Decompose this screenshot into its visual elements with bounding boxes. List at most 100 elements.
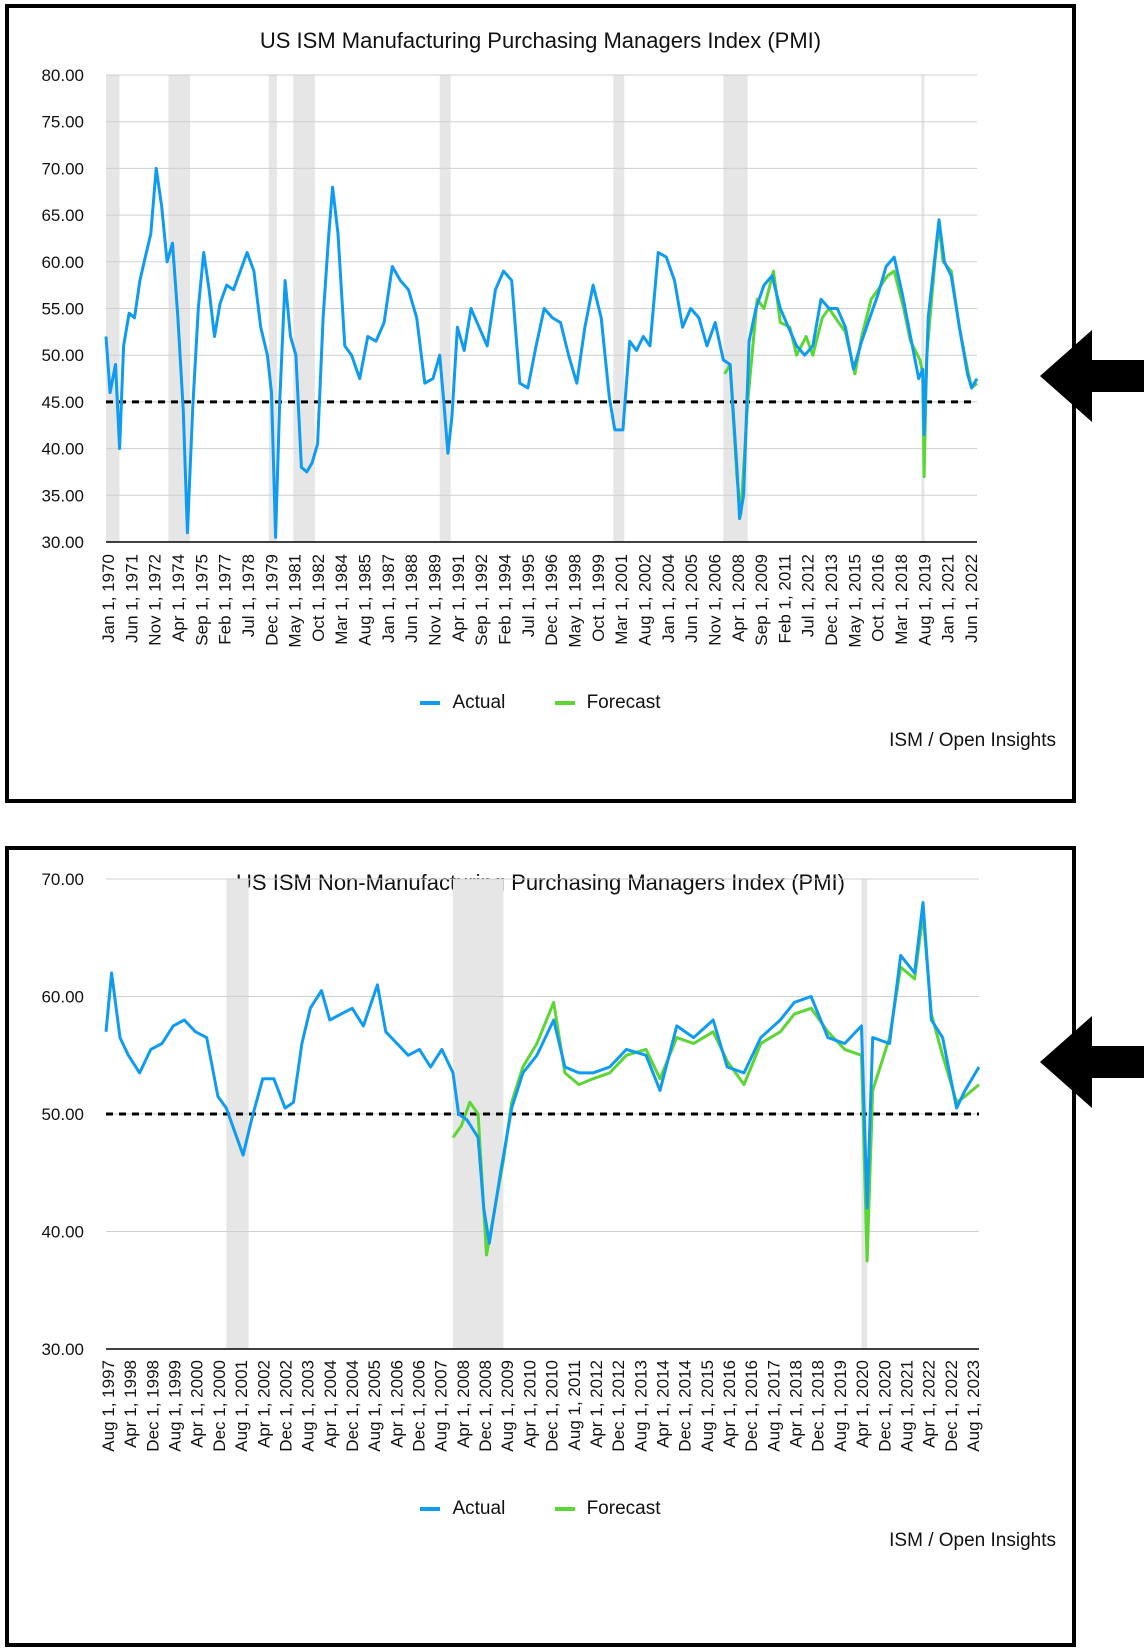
x-tick-label: Apr 1, 2006 bbox=[387, 1360, 406, 1448]
chart-legend: Actual Forecast bbox=[9, 1498, 1072, 1520]
x-tick-label: Apr 1, 2008 bbox=[454, 1360, 473, 1448]
x-tick-label: Aug 1, 2023 bbox=[964, 1360, 983, 1452]
x-tick-label: Dec 1, 1998 bbox=[143, 1360, 162, 1452]
x-tick-label: Jun 1, 1971 bbox=[122, 554, 141, 643]
source-label: ISM / Open Insights bbox=[889, 1530, 1056, 1551]
x-tick-label: Apr 1, 2000 bbox=[188, 1360, 207, 1448]
x-tick-label: Dec 1, 2012 bbox=[609, 1360, 628, 1452]
x-tick-label: Oct 1, 1999 bbox=[589, 554, 608, 642]
x-tick-label: Aug 1, 2013 bbox=[631, 1360, 650, 1452]
chart-title: US ISM Manufacturing Purchasing Managers… bbox=[259, 28, 822, 53]
x-tick-label: Aug 1, 2015 bbox=[698, 1360, 717, 1452]
series-line-actual bbox=[104, 166, 979, 539]
x-tick-label: May 1, 1998 bbox=[565, 554, 584, 648]
x-tick-label: Apr 1, 2016 bbox=[720, 1360, 739, 1448]
x-tick-label: Aug 1, 2019 bbox=[831, 1360, 850, 1452]
x-tick-label: Aug 1, 2019 bbox=[915, 554, 934, 646]
x-tick-label: Nov 1, 2006 bbox=[705, 554, 724, 646]
legend-forecast: Forecast bbox=[554, 1498, 661, 1520]
x-tick-label: Mar 1, 1984 bbox=[332, 554, 351, 645]
legend-actual: Actual bbox=[420, 1498, 505, 1520]
x-tick-label: Aug 1, 2002 bbox=[635, 554, 654, 646]
x-tick-label: Jun 1, 2022 bbox=[962, 554, 981, 643]
x-tick-label: Aug 1, 2009 bbox=[498, 1360, 517, 1452]
x-tick-label: Dec 1, 2002 bbox=[276, 1360, 295, 1452]
legend-forecast: Forecast bbox=[554, 692, 661, 714]
x-tick-label: Feb 1, 2011 bbox=[775, 554, 794, 643]
y-tick-label: 70.00 bbox=[41, 159, 84, 178]
x-tick-label: Apr 1, 2012 bbox=[587, 1360, 606, 1448]
x-tick-label: Jan 1, 2021 bbox=[939, 554, 958, 643]
y-tick-label: 35.00 bbox=[41, 486, 84, 505]
y-tick-label: 75.00 bbox=[41, 113, 84, 132]
x-tick-label: Aug 1, 2005 bbox=[365, 1360, 384, 1452]
x-tick-label: Sep 1, 1992 bbox=[472, 554, 491, 646]
x-tick-label: Dec 1, 2006 bbox=[410, 1360, 429, 1452]
y-tick-label: 60.00 bbox=[41, 253, 84, 272]
arrow-left-icon bbox=[1040, 1016, 1144, 1108]
x-tick-label: Aug 1, 2021 bbox=[897, 1360, 916, 1452]
chart-title: US ISM Non-Manufacturing Purchasing Mana… bbox=[236, 870, 845, 895]
x-tick-label: Jun 1, 1988 bbox=[402, 554, 421, 643]
x-tick-label: Feb 1, 1977 bbox=[216, 554, 235, 645]
chart-legend: Actual Forecast bbox=[9, 692, 1072, 714]
x-tick-label: Apr 1, 2018 bbox=[787, 1360, 806, 1448]
y-tick-label: 30.00 bbox=[41, 533, 84, 552]
x-tick-label: Feb 1, 1994 bbox=[496, 554, 515, 645]
x-tick-label: Jan 1, 1987 bbox=[379, 554, 398, 643]
x-tick-label: Dec 1, 1979 bbox=[262, 554, 281, 646]
legend-swatch-forecast bbox=[554, 1506, 575, 1511]
y-tick-label: 30.00 bbox=[41, 1340, 84, 1359]
x-tick-label: Apr 1, 2022 bbox=[920, 1360, 939, 1448]
legend-label-actual: Actual bbox=[452, 692, 506, 713]
y-tick-label: 50.00 bbox=[41, 346, 84, 365]
x-tick-label: Apr 1, 2004 bbox=[321, 1360, 340, 1448]
x-tick-label: Jun 1, 2005 bbox=[682, 554, 701, 643]
x-tick-label: Dec 1, 2014 bbox=[676, 1360, 695, 1452]
x-tick-label: Dec 1, 1996 bbox=[542, 554, 561, 646]
x-tick-label: Apr 1, 2008 bbox=[729, 554, 748, 642]
x-tick-label: Nov 1, 1972 bbox=[146, 554, 165, 646]
y-tick-label: 60.00 bbox=[41, 988, 84, 1007]
chart-plot-manufacturing: 30.00 35.00 40.00 45.00 50.00 55.00 60.00 65.00… bbox=[41, 66, 981, 648]
x-tick-label: Dec 1, 2004 bbox=[343, 1360, 362, 1452]
y-tick-label: 40.00 bbox=[41, 440, 84, 459]
x-tick-label: Jan 1, 1970 bbox=[99, 554, 118, 643]
x-tick-label: Mar 1, 2018 bbox=[892, 554, 911, 645]
x-tick-label: Jul 1, 2012 bbox=[799, 554, 818, 637]
x-tick-label: Dec 1, 2000 bbox=[210, 1360, 229, 1452]
x-tick-label: Aug 1, 1985 bbox=[356, 554, 375, 646]
x-tick-label: Sep 1, 1975 bbox=[192, 554, 211, 646]
x-tick-label: Dec 1, 2010 bbox=[543, 1360, 562, 1452]
x-tick-label: Apr 1, 2020 bbox=[853, 1360, 872, 1448]
x-tick-label: Dec 1, 2008 bbox=[476, 1360, 495, 1452]
x-tick-label: Oct 1, 2016 bbox=[869, 554, 888, 642]
legend-swatch-actual bbox=[420, 700, 441, 705]
x-tick-label: Dec 1, 2020 bbox=[875, 1360, 894, 1452]
x-tick-label: Aug 1, 2003 bbox=[299, 1360, 318, 1452]
x-tick-label: Nov 1, 1989 bbox=[426, 554, 445, 646]
x-tick-label: Aug 1, 2017 bbox=[764, 1360, 783, 1452]
x-tick-label: Mar 1, 2001 bbox=[612, 554, 631, 645]
y-tick-label: 45.00 bbox=[41, 393, 84, 412]
chart-panel-manufacturing: US ISM Manufacturing Purchasing Managers… bbox=[5, 4, 1076, 803]
x-tick-label: Apr 1, 2014 bbox=[653, 1360, 672, 1448]
legend-label-forecast: Forecast bbox=[586, 1498, 661, 1519]
x-tick-label: Jan 1, 2004 bbox=[659, 554, 678, 643]
x-tick-label: Dec 1, 2013 bbox=[822, 554, 841, 646]
arrow-left-icon bbox=[1040, 330, 1144, 422]
x-tick-label: Jul 1, 1995 bbox=[519, 554, 538, 637]
legend-label-forecast: Forecast bbox=[586, 692, 661, 713]
x-tick-label: May 1, 1981 bbox=[286, 554, 305, 648]
x-tick-label: Sep 1, 2009 bbox=[752, 554, 771, 646]
y-tick-label: 70.00 bbox=[41, 870, 84, 889]
x-tick-label: Apr 1, 1974 bbox=[169, 554, 188, 642]
y-tick-label: 55.00 bbox=[41, 300, 84, 319]
x-tick-label: May 1, 2015 bbox=[845, 554, 864, 648]
y-tick-label: 80.00 bbox=[41, 66, 84, 85]
x-tick-label: Apr 1, 1991 bbox=[449, 554, 468, 642]
x-tick-label: Aug 1, 1999 bbox=[166, 1360, 185, 1452]
x-tick-label: Dec 1, 2016 bbox=[742, 1360, 761, 1452]
y-tick-label: 65.00 bbox=[41, 206, 84, 225]
